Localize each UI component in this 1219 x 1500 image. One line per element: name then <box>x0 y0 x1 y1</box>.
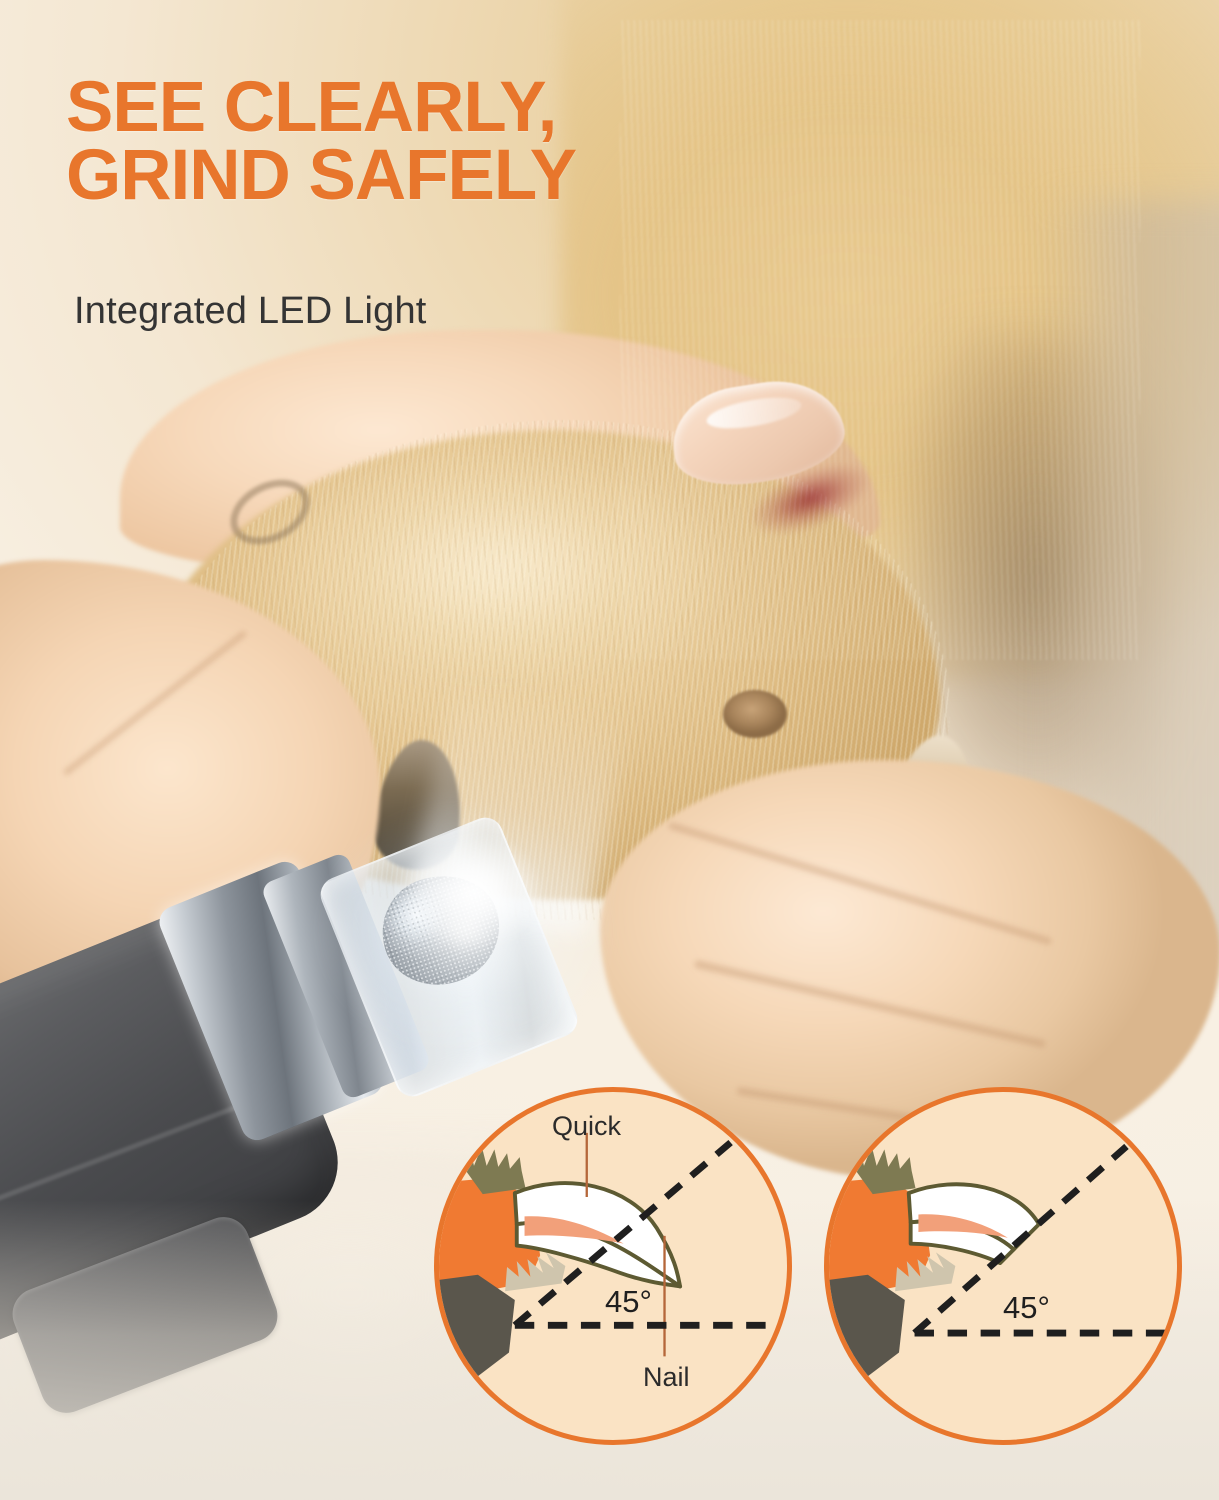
diagram-untrimmed-nail: Quick Nail 45° <box>434 1087 792 1445</box>
led-light-core <box>404 832 544 952</box>
paw-pad-shape <box>439 1274 515 1384</box>
angle-label: 45° <box>605 1284 652 1319</box>
quick-shape <box>918 1214 1008 1238</box>
fur-tuft-top <box>852 1146 916 1195</box>
fur-tuft-top <box>462 1146 526 1195</box>
page-title: SEE CLEARLY, GRIND SAFELY <box>66 68 577 216</box>
quick-label: Quick <box>552 1111 622 1141</box>
page-subtitle: Integrated LED Light <box>74 290 427 332</box>
paw-pad-shape <box>829 1274 905 1384</box>
dog-toe-pad <box>723 690 787 738</box>
angle-label: 45° <box>1003 1290 1050 1325</box>
untrimmed-nail-illustration <box>439 1132 787 1384</box>
dog-paw-highlight <box>260 470 740 710</box>
diagram-trimmed-nail: 45° <box>824 1087 1182 1445</box>
nail-label: Nail <box>643 1362 690 1392</box>
human-hand-right <box>600 760 1219 1180</box>
trimmed-nail-illustration <box>829 1143 1177 1384</box>
fur-tuft-bottom <box>895 1252 956 1292</box>
fur-strands-body <box>620 20 1140 660</box>
fur-tuft-bottom <box>505 1252 566 1292</box>
quick-shape <box>524 1216 624 1244</box>
angle-guide-line <box>912 1143 1129 1336</box>
angle-guide-line <box>512 1139 733 1328</box>
toe-shape <box>829 1177 931 1295</box>
